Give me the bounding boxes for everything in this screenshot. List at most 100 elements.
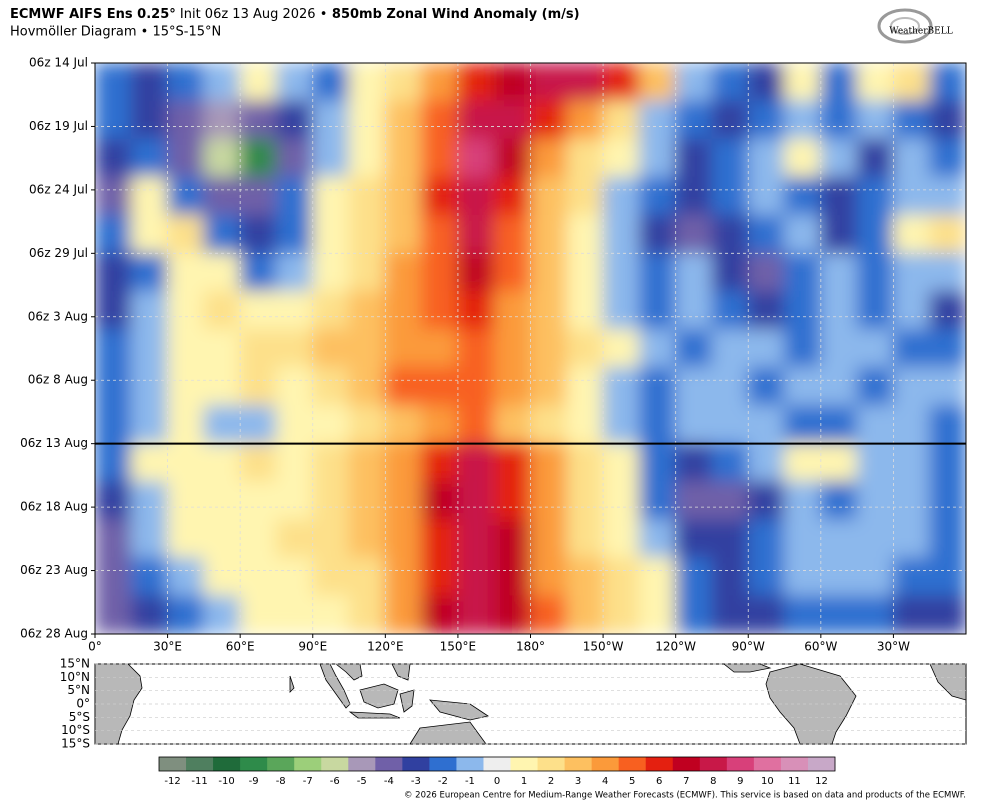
heat-cell bbox=[457, 138, 495, 178]
heat-cell bbox=[530, 557, 568, 597]
heat-cell bbox=[312, 405, 350, 445]
heat-cell bbox=[566, 443, 604, 483]
heat-cell bbox=[892, 557, 931, 597]
heat-cell bbox=[203, 63, 241, 102]
heat-cell bbox=[384, 138, 423, 178]
heat-cell bbox=[239, 367, 277, 407]
colorbar-label: 12 bbox=[815, 776, 828, 787]
heat-cell bbox=[747, 595, 786, 634]
heat-cell bbox=[566, 100, 604, 140]
heat-cell bbox=[784, 290, 822, 330]
heat-cell bbox=[602, 367, 640, 407]
heat-cell bbox=[167, 63, 205, 102]
heat-cell bbox=[711, 100, 749, 140]
heat-cell bbox=[675, 214, 713, 254]
heat-cell bbox=[638, 252, 677, 292]
heat-cell bbox=[384, 252, 423, 292]
heat-cell bbox=[312, 557, 350, 597]
colorbar-label: -10 bbox=[218, 776, 234, 787]
heat-cell bbox=[530, 595, 568, 634]
colorbar-swatch bbox=[375, 757, 403, 771]
heat-cell bbox=[711, 595, 749, 634]
heat-cell bbox=[239, 138, 277, 178]
heat-cell bbox=[167, 252, 205, 292]
heat-cell bbox=[203, 443, 241, 483]
heat-cell bbox=[203, 367, 241, 407]
heat-cell bbox=[493, 63, 531, 102]
heat-cell bbox=[566, 519, 604, 559]
heat-cell bbox=[95, 595, 132, 634]
heat-cell bbox=[239, 63, 277, 102]
y-tick-label: 06z 3 Aug bbox=[28, 309, 88, 323]
heat-cell bbox=[784, 214, 822, 254]
y-tick-label: 06z 14 Jul bbox=[29, 56, 88, 70]
colorbar-label: 11 bbox=[788, 776, 801, 787]
heat-cell bbox=[638, 595, 677, 634]
title-dot: • bbox=[320, 7, 328, 22]
heat-cell bbox=[856, 63, 894, 102]
colorbar-label: 8 bbox=[710, 776, 716, 787]
lat-label: 10°S bbox=[61, 723, 90, 737]
heat-cell bbox=[275, 100, 314, 140]
heat-cell bbox=[95, 290, 132, 330]
heat-cell bbox=[421, 595, 459, 634]
heat-cell bbox=[892, 328, 931, 369]
heat-cell bbox=[130, 481, 169, 521]
new-guinea bbox=[429, 699, 490, 721]
x-tick-label: 90°W bbox=[732, 640, 765, 654]
heat-cell bbox=[421, 328, 459, 369]
heat-cell bbox=[638, 100, 677, 140]
heat-cell bbox=[566, 328, 604, 369]
heat-cell bbox=[784, 367, 822, 407]
heat-cell bbox=[711, 405, 749, 445]
heat-cell bbox=[275, 481, 314, 521]
heat-cell bbox=[747, 214, 786, 254]
map-panel: 15°N10°N5°N0°5°S10°S15°S bbox=[60, 657, 967, 751]
heat-cell bbox=[457, 214, 495, 254]
heat-cell bbox=[167, 405, 205, 445]
heat-cell bbox=[602, 405, 640, 445]
heat-cell bbox=[384, 405, 423, 445]
heat-cell bbox=[530, 519, 568, 559]
heat-cell bbox=[203, 405, 241, 445]
x-tick-label: 30°W bbox=[877, 640, 910, 654]
heat-cell bbox=[493, 557, 531, 597]
heat-cell bbox=[602, 481, 640, 521]
heat-cell bbox=[784, 176, 822, 216]
heat-cell bbox=[602, 519, 640, 559]
heat-cell bbox=[784, 138, 822, 178]
heat-cell bbox=[493, 443, 531, 483]
heat-cell bbox=[929, 595, 966, 634]
heat-cell bbox=[602, 138, 640, 178]
heat-cell bbox=[203, 252, 241, 292]
heat-cell bbox=[239, 595, 277, 634]
colorbar-label: 2 bbox=[548, 776, 554, 787]
heat-cell bbox=[784, 63, 822, 102]
heat-cell bbox=[530, 367, 568, 407]
heat-cell bbox=[929, 367, 966, 407]
heat-cell bbox=[929, 290, 966, 330]
heat-cell bbox=[929, 100, 966, 140]
heat-cell bbox=[530, 481, 568, 521]
heat-cell bbox=[566, 595, 604, 634]
heat-cell bbox=[275, 557, 314, 597]
heat-cell bbox=[493, 367, 531, 407]
heat-cell bbox=[784, 405, 822, 445]
title: ECMWF AIFS Ens 0.25° Init 06z 13 Aug 202… bbox=[10, 7, 580, 22]
heat-cell bbox=[820, 595, 858, 634]
colorbar-swatch bbox=[240, 757, 268, 771]
heat-cell bbox=[384, 367, 423, 407]
heat-cell bbox=[239, 290, 277, 330]
heat-cell bbox=[275, 367, 314, 407]
heat-cell bbox=[95, 138, 132, 178]
heat-cell bbox=[638, 405, 677, 445]
heat-cell bbox=[602, 63, 640, 102]
heat-cell bbox=[638, 481, 677, 521]
heat-cell bbox=[929, 405, 966, 445]
colorbar-label: -12 bbox=[164, 776, 180, 787]
island bbox=[289, 675, 295, 693]
heat-cell bbox=[348, 405, 386, 445]
colorbar-swatch bbox=[510, 757, 539, 771]
heat-cell bbox=[130, 100, 169, 140]
heat-cell bbox=[493, 405, 531, 445]
